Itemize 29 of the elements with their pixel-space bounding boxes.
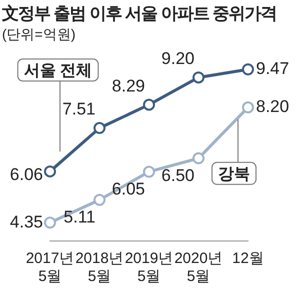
chart-subtitle: (단위=억원) <box>1 25 76 44</box>
point <box>143 98 155 111</box>
text: 서울 전체 <box>24 62 92 80</box>
point <box>94 194 106 206</box>
data-label: 4.35 <box>10 212 43 232</box>
point <box>143 166 155 178</box>
point <box>44 216 56 229</box>
data-label: 9.20 <box>161 49 194 68</box>
data-label: 6.50 <box>161 166 194 185</box>
data-label: 9.47 <box>256 59 290 78</box>
data-label: 8.29 <box>112 76 145 96</box>
data-label: 6.06 <box>10 165 43 184</box>
data-label: 6.05 <box>112 179 145 198</box>
data-label: 7.51 <box>62 100 96 119</box>
data-label: 5.11 <box>64 208 96 227</box>
x-tick-label: 2019년 5월 <box>124 250 174 286</box>
point <box>192 152 204 164</box>
point <box>94 122 106 134</box>
chart-title: 文정부 출범 이후 서울 아파트 중위가격 <box>1 3 278 25</box>
x-tick-label: 2017년 5월 <box>26 250 74 286</box>
series-label: 강북 <box>218 166 250 183</box>
x-tick-label: 2018년 5월 <box>75 250 124 286</box>
point <box>192 71 204 84</box>
point <box>242 63 254 76</box>
point <box>242 101 254 114</box>
x-tick-label: 12월 <box>232 250 264 268</box>
data-label: 8.20 <box>256 97 290 116</box>
point <box>44 165 56 178</box>
x-tick-label: 2020년 5월 <box>174 250 223 286</box>
